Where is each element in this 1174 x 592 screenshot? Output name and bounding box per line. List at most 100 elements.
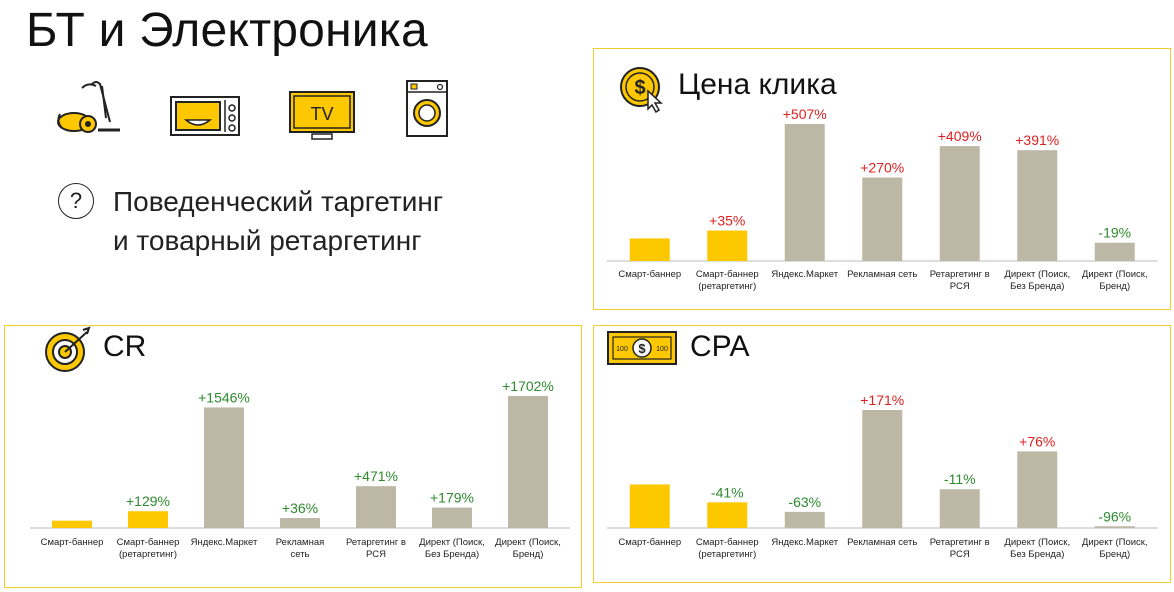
- category-label: Директ (Поиск,Бренд): [1082, 537, 1148, 560]
- data-label: +391%: [1015, 132, 1059, 148]
- category-label-line: Рекламная сеть: [847, 269, 917, 280]
- svg-text:$: $: [638, 341, 646, 356]
- category-label-line: Директ (Поиск,: [495, 537, 561, 548]
- subtitle-line-2: и товарный ретаргетинг: [113, 225, 422, 256]
- category-label: Директ (Поиск,Без Бренда): [419, 537, 485, 560]
- category-label-line: Директ (Поиск,: [1004, 537, 1070, 548]
- category-label-line: Рекламная сеть: [847, 537, 917, 548]
- category-label-line: Директ (Поиск,: [419, 537, 485, 548]
- bar: [1017, 150, 1058, 261]
- category-label-line: Директ (Поиск,: [1004, 269, 1070, 280]
- category-label-line: Смарт-баннер: [618, 269, 681, 280]
- data-label: +36%: [282, 500, 318, 516]
- cpa-panel-title: CPA: [690, 330, 750, 363]
- svg-text:100: 100: [616, 346, 628, 353]
- tv-icon: TV: [289, 91, 355, 140]
- bar: [707, 230, 748, 261]
- target-icon: [45, 326, 91, 372]
- category-label: Яндекс.Маркет: [771, 269, 838, 280]
- bar: [629, 484, 670, 528]
- category-label-line: сеть: [290, 549, 309, 560]
- bar: [1094, 526, 1135, 528]
- page-title: БТ и Электроника: [26, 4, 428, 57]
- data-label: +35%: [709, 213, 745, 229]
- bar: [629, 238, 670, 261]
- category-label-line: РСЯ: [950, 281, 970, 292]
- data-label: -63%: [788, 494, 821, 510]
- category-label: Смарт-баннер(ретаргетинг): [117, 537, 180, 560]
- cpc-panel-title: Цена клика: [678, 68, 837, 101]
- question-icon: ?: [58, 183, 94, 219]
- bar: [707, 502, 748, 528]
- banknote-icon: $ 100 100: [607, 331, 677, 365]
- cr-panel: CR Смарт-баннер +129% Смарт-баннер (ретарге…: [4, 325, 582, 588]
- data-label: +179%: [430, 490, 474, 506]
- bar: [784, 511, 825, 528]
- category-label-line: Яндекс.Маркет: [771, 537, 838, 548]
- data-label: +409%: [938, 128, 982, 144]
- category-label: Смарт-баннер: [618, 269, 681, 280]
- category-label: Смарт-баннер: [41, 537, 104, 548]
- category-label-line: Смарт-баннер: [41, 537, 104, 548]
- subtitle-line-1: Поведенческий таргетинг: [113, 186, 444, 217]
- svg-text:100: 100: [656, 346, 668, 353]
- data-label: -96%: [1098, 508, 1131, 524]
- bar: [1094, 242, 1135, 261]
- cr-chart: Смарт-баннер+129%Смарт-баннер(ретаргетин…: [30, 378, 570, 560]
- category-label-line: Рекламная: [276, 537, 325, 548]
- tv-icon-text: TV: [310, 104, 333, 124]
- data-label: +171%: [860, 392, 904, 408]
- bar: [1017, 451, 1058, 528]
- category-label-line: Директ (Поиск,: [1082, 269, 1148, 280]
- category-label-line: Смарт-баннер: [618, 537, 681, 548]
- category-label: Смарт-баннер(ретаргетинг): [696, 537, 759, 560]
- category-label: Директ (Поиск,Без Бренда): [1004, 537, 1070, 560]
- category-label-line: (ретаргетинг): [698, 549, 756, 560]
- bar: [508, 396, 548, 528]
- category-label-line: Ретаргетинг в: [930, 537, 990, 548]
- cpc-chart: Смарт-баннер+35%Смарт-баннер(ретаргетинг…: [607, 106, 1158, 292]
- category-label-line: РСЯ: [950, 549, 970, 560]
- subtitle: Поведенческий таргетинг и товарный ретар…: [113, 182, 443, 260]
- data-label: -11%: [944, 471, 976, 487]
- svg-text:$: $: [634, 77, 645, 99]
- bar: [862, 410, 903, 528]
- bar: [862, 177, 903, 261]
- category-label-line: Бренд): [513, 549, 544, 560]
- category-label-line: (ретаргетинг): [698, 281, 756, 292]
- data-label: -41%: [711, 484, 744, 500]
- category-label: Рекламная сеть: [847, 537, 917, 548]
- category-label: Яндекс.Маркет: [771, 537, 838, 548]
- category-label: Яндекс.Маркет: [191, 537, 258, 548]
- data-label: +129%: [126, 493, 170, 509]
- category-label-line: Смарт-баннер: [696, 269, 759, 280]
- data-label: +76%: [1019, 433, 1055, 449]
- cpa-panel: $ 100 100 CPA Смарт-баннер -41% Смарт-банн…: [593, 325, 1171, 583]
- bar: [128, 511, 168, 528]
- bar: [280, 518, 320, 528]
- bar: [204, 407, 244, 528]
- category-label-line: Бренд): [1099, 549, 1130, 560]
- category-label: Смарт-баннер(ретаргетинг): [696, 269, 759, 292]
- category-label-line: Без Бренда): [1010, 549, 1064, 560]
- bar: [939, 489, 980, 528]
- dollar-coin-cursor-icon: $: [620, 67, 663, 113]
- category-label-line: Смарт-баннер: [117, 537, 180, 548]
- bar: [784, 124, 825, 261]
- cpc-panel: $ Цена клика Смарт-баннер +35% Смарт-банне…: [593, 48, 1171, 310]
- cpa-chart: Смарт-баннер-41%Смарт-баннер(ретаргетинг…: [607, 392, 1158, 560]
- category-label: Директ (Поиск,Бренд): [495, 537, 561, 560]
- microwave-icon: [170, 96, 240, 136]
- category-label-line: Яндекс.Маркет: [191, 537, 258, 548]
- category-label: Директ (Поиск,Без Бренда): [1004, 269, 1070, 292]
- category-label-line: Смарт-баннер: [696, 537, 759, 548]
- data-label: +471%: [354, 468, 398, 484]
- category-label-line: Бренд): [1099, 281, 1130, 292]
- category-label-line: (ретаргетинг): [119, 549, 177, 560]
- vacuum-cleaner-icon: [57, 81, 120, 133]
- category-label-line: Без Бренда): [425, 549, 479, 560]
